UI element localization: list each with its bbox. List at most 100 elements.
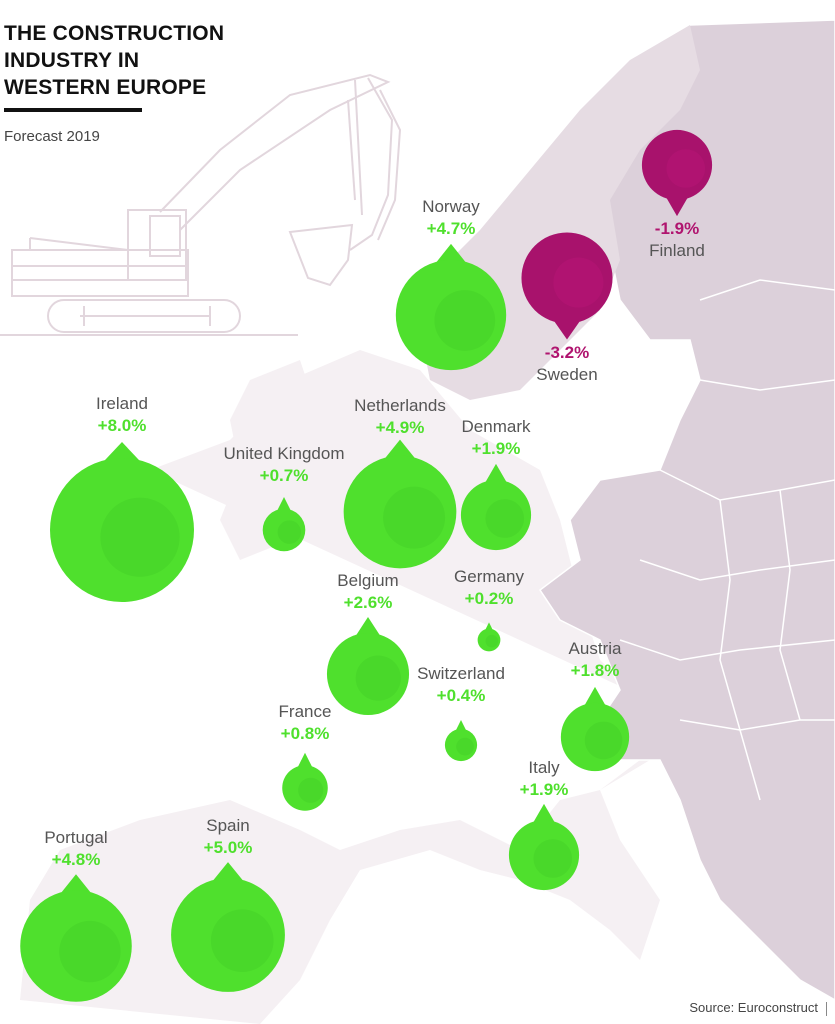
marker-shade-netherlands xyxy=(383,486,446,549)
marker-bubble-denmark xyxy=(460,479,532,551)
marker-pin-france xyxy=(297,752,313,769)
marker-pin-switzerland xyxy=(455,720,467,732)
country-value-switzerland: +0.4% xyxy=(436,686,486,705)
marker-denmark xyxy=(460,463,532,551)
marker-shade-sweden xyxy=(553,257,604,308)
country-value-portugal: +4.8% xyxy=(51,850,101,869)
british-isles-land xyxy=(220,360,320,560)
marker-finland xyxy=(641,129,713,217)
label-austria: Austria +1.8% xyxy=(569,638,622,682)
country-name-austria: Austria xyxy=(568,639,622,658)
label-united-kingdom: United Kingdom +0.7% xyxy=(224,443,345,487)
marker-sweden xyxy=(521,232,613,340)
country-borders xyxy=(619,279,835,801)
country-name-spain: Spain xyxy=(206,816,250,835)
country-value-france: +0.8% xyxy=(280,724,330,743)
country-name-germany: Germany xyxy=(454,567,524,586)
marker-bubble-ireland xyxy=(50,458,194,602)
source-note: Source: Euroconstruct xyxy=(689,1000,827,1016)
label-portugal: Portugal +4.8% xyxy=(44,827,107,871)
country-value-germany: +0.2% xyxy=(464,589,514,608)
marker-shade-italy xyxy=(533,839,573,878)
marker-bubble-portugal xyxy=(20,890,132,1002)
chart-title: THE CONSTRUCTION INDUSTRY IN WESTERN EUR… xyxy=(4,22,225,99)
marker-portugal xyxy=(20,874,132,1002)
label-denmark: Denmark +1.9% xyxy=(462,416,531,460)
marker-shade-norway xyxy=(434,290,496,351)
country-value-ireland: +8.0% xyxy=(97,416,147,435)
marker-italy xyxy=(508,803,580,891)
country-value-finland: -1.9% xyxy=(654,219,700,238)
label-norway: Norway +4.7% xyxy=(422,196,480,240)
marker-belgium xyxy=(326,616,410,716)
country-name-netherlands: Netherlands xyxy=(354,396,446,415)
label-netherlands: Netherlands +4.9% xyxy=(354,395,446,439)
marker-germany xyxy=(477,622,501,652)
marker-bubble-austria xyxy=(560,702,630,772)
marker-pin-germany xyxy=(485,622,493,631)
marker-netherlands xyxy=(343,439,457,569)
marker-bubble-switzerland xyxy=(444,728,478,762)
marker-bubble-france xyxy=(282,765,328,811)
marker-bubble-italy xyxy=(508,819,580,891)
marker-bubble-norway xyxy=(395,259,507,371)
country-name-france: France xyxy=(278,702,332,721)
marker-pin-denmark xyxy=(483,463,509,486)
label-france: France +0.8% xyxy=(279,701,332,745)
marker-shade-france xyxy=(298,777,324,803)
marker-shade-austria xyxy=(584,721,623,760)
country-name-united-kingdom: United Kingdom xyxy=(223,444,345,463)
country-name-belgium: Belgium xyxy=(337,571,399,590)
title-underline xyxy=(4,108,142,112)
country-name-portugal: Portugal xyxy=(44,828,108,847)
marker-norway xyxy=(395,243,507,371)
country-name-finland: Finland xyxy=(649,241,705,260)
country-value-norway: +4.7% xyxy=(426,219,476,238)
marker-bubble-finland xyxy=(641,129,713,201)
marker-ireland xyxy=(50,442,194,602)
country-value-italy: +1.9% xyxy=(519,780,569,799)
label-spain: Spain +5.0% xyxy=(204,815,253,859)
marker-shade-belgium xyxy=(355,655,401,701)
marker-bubble-belgium xyxy=(326,632,410,716)
marker-pin-italy xyxy=(531,803,557,826)
label-germany: Germany +0.2% xyxy=(454,566,524,610)
country-markers xyxy=(20,129,713,1002)
country-value-netherlands: +4.9% xyxy=(375,418,425,437)
excavator-illustration xyxy=(0,73,402,336)
source-text: Source: Euroconstruct xyxy=(689,1000,818,1016)
marker-shade-portugal xyxy=(59,920,121,983)
country-name-switzerland: Switzerland xyxy=(417,664,505,683)
marker-shade-switzerland xyxy=(456,737,474,756)
country-value-denmark: +1.9% xyxy=(471,439,521,458)
marker-pin-finland xyxy=(664,194,690,217)
marker-bubble-spain xyxy=(171,878,285,992)
label-finland: -1.9% Finland xyxy=(649,218,705,262)
marker-united-kingdom xyxy=(262,496,306,552)
marker-spain xyxy=(171,862,285,992)
country-value-belgium: +2.6% xyxy=(343,593,393,612)
country-value-united-kingdom: +0.7% xyxy=(259,466,309,485)
label-belgium: Belgium +2.6% xyxy=(337,570,398,614)
country-value-sweden: -3.2% xyxy=(544,343,590,362)
marker-pin-united-kingdom xyxy=(276,496,292,512)
country-name-norway: Norway xyxy=(422,197,480,216)
country-name-italy: Italy xyxy=(528,758,560,777)
marker-shade-denmark xyxy=(485,499,525,538)
marker-shade-germany xyxy=(485,634,499,648)
country-name-sweden: Sweden xyxy=(536,365,598,384)
marker-austria xyxy=(560,686,630,772)
marker-bubble-united-kingdom xyxy=(262,508,306,552)
marker-shade-ireland xyxy=(100,497,180,577)
marker-pin-belgium xyxy=(353,616,383,640)
marker-france xyxy=(282,752,328,811)
marker-bubble-netherlands xyxy=(343,455,457,569)
country-name-ireland: Ireland xyxy=(96,394,148,413)
label-sweden: -3.2% Sweden xyxy=(536,342,597,386)
marker-switzerland xyxy=(444,720,478,762)
label-switzerland: Switzerland +0.4% xyxy=(417,663,505,707)
country-value-spain: +5.0% xyxy=(203,838,253,857)
marker-bubble-germany xyxy=(477,628,501,652)
